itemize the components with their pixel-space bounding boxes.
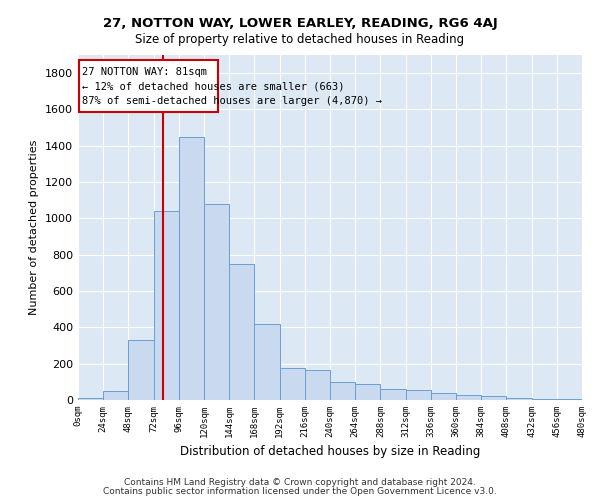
Bar	[128, 340, 154, 400]
Text: Contains public sector information licensed under the Open Government Licence v3: Contains public sector information licen…	[103, 486, 497, 496]
Bar	[78, 398, 103, 400]
Bar	[229, 264, 254, 400]
Text: Size of property relative to detached houses in Reading: Size of property relative to detached ho…	[136, 32, 464, 46]
Text: Contains HM Land Registry data © Crown copyright and database right 2024.: Contains HM Land Registry data © Crown c…	[124, 478, 476, 487]
Bar	[179, 136, 204, 400]
Bar	[305, 370, 330, 400]
Bar	[154, 211, 179, 400]
X-axis label: Distribution of detached houses by size in Reading: Distribution of detached houses by size …	[180, 446, 480, 458]
Y-axis label: Number of detached properties: Number of detached properties	[29, 140, 40, 315]
Bar	[431, 392, 456, 400]
Bar	[79, 60, 218, 112]
Text: ← 12% of detached houses are smaller (663): ← 12% of detached houses are smaller (66…	[82, 82, 344, 92]
Text: 27, NOTTON WAY, LOWER EARLEY, READING, RG6 4AJ: 27, NOTTON WAY, LOWER EARLEY, READING, R…	[103, 18, 497, 30]
Bar	[330, 382, 355, 400]
Bar	[456, 394, 481, 400]
Bar	[355, 384, 380, 400]
Bar	[557, 399, 582, 400]
Bar	[481, 396, 506, 400]
Bar	[380, 389, 406, 400]
Text: 87% of semi-detached houses are larger (4,870) →: 87% of semi-detached houses are larger (…	[82, 96, 382, 106]
Bar	[280, 368, 305, 400]
Bar	[254, 324, 280, 400]
Text: 27 NOTTON WAY: 81sqm: 27 NOTTON WAY: 81sqm	[82, 67, 207, 77]
Bar	[506, 398, 532, 400]
Bar	[103, 391, 128, 400]
Bar	[532, 399, 557, 400]
Bar	[406, 390, 431, 400]
Bar	[204, 204, 229, 400]
